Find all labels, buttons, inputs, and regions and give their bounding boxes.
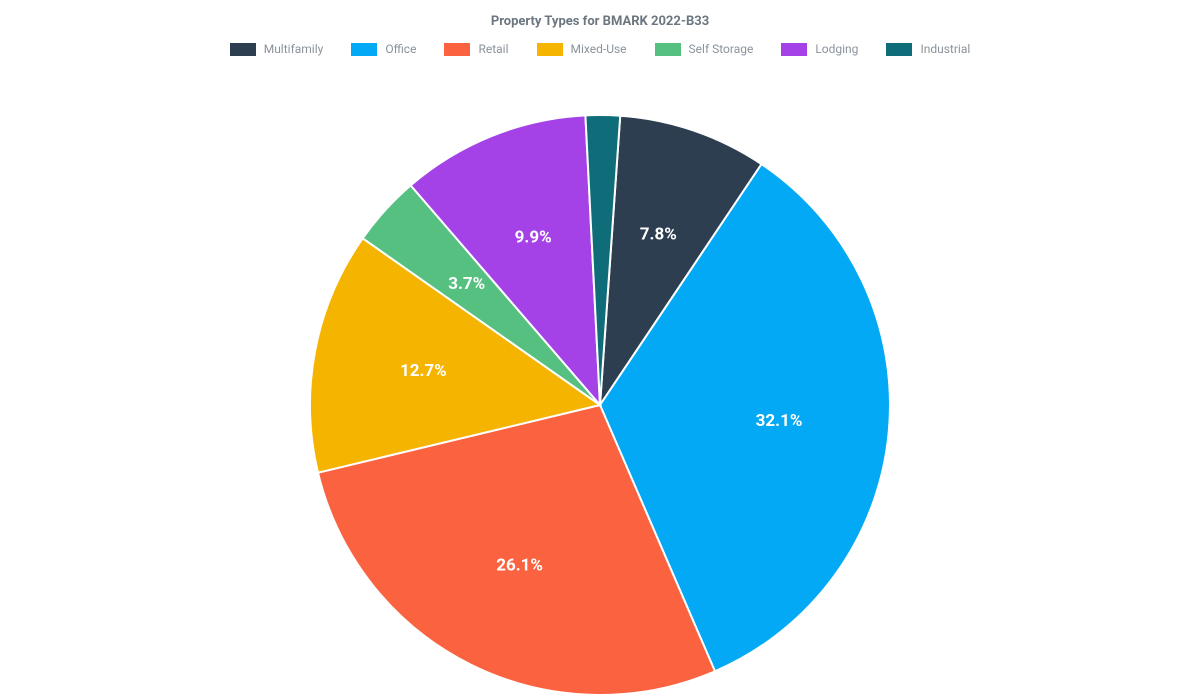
- slice-label: 26.1%: [496, 555, 543, 575]
- slice-label: 9.9%: [515, 228, 552, 248]
- slice-label: 7.8%: [640, 224, 677, 244]
- pie-chart-container: Property Types for BMARK 2022-B33 Multif…: [0, 0, 1200, 700]
- slice-label: 12.7%: [400, 361, 447, 381]
- slice-label: 32.1%: [756, 411, 803, 431]
- slice-label: 3.7%: [448, 274, 485, 294]
- pie-svg: 7.8% 32.1% 26.1% 12.7% 3.7% 9.9%: [0, 0, 1200, 700]
